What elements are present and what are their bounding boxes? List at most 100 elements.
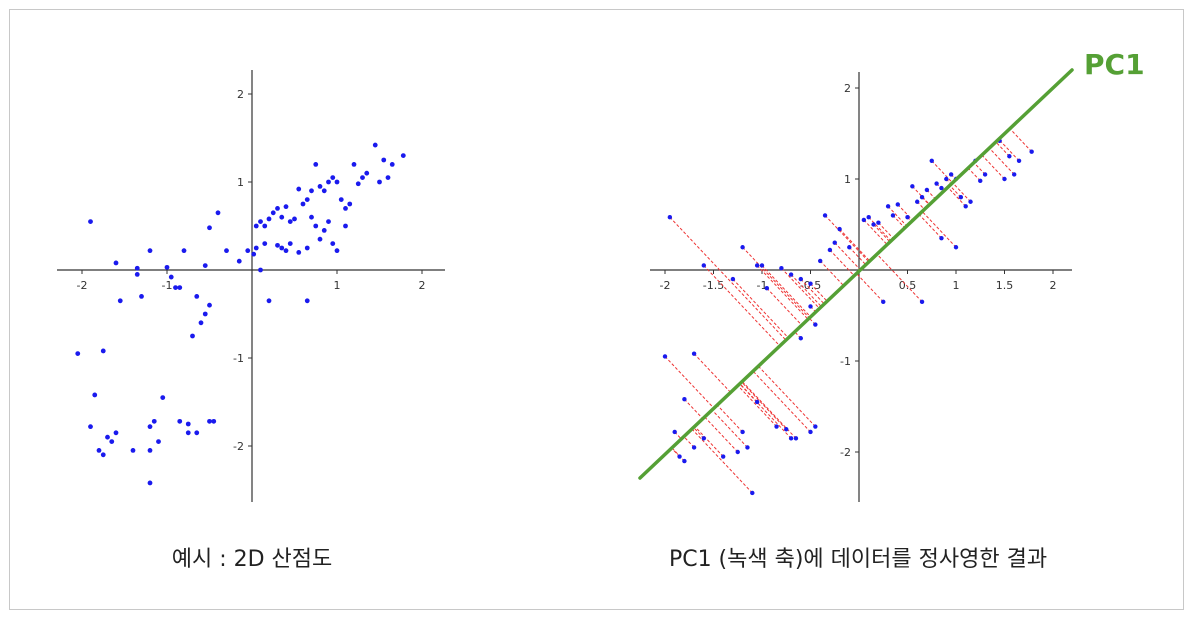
- data-point: [326, 179, 331, 185]
- data-point: [351, 162, 357, 167]
- data-point: [177, 418, 183, 424]
- data-point: [304, 298, 310, 304]
- caption-right: PC1 (녹색 축)에 데이터를 정사영한 결과: [668, 547, 1048, 572]
- data-point: [334, 179, 340, 185]
- data-point: [939, 235, 944, 241]
- projection-line: [711, 408, 748, 448]
- data-point: [377, 179, 382, 185]
- data-point: [190, 333, 195, 339]
- data-point: [330, 175, 336, 181]
- data-point: [881, 299, 886, 305]
- right-x-tick-label: 1: [953, 279, 960, 292]
- projection-line: [732, 278, 789, 338]
- right-x-tick-label: -1.5: [703, 279, 724, 292]
- right-x-tick-label: -2: [660, 279, 671, 292]
- data-point: [779, 265, 784, 271]
- data-point: [194, 430, 200, 436]
- data-point: [313, 162, 319, 167]
- data-point: [798, 276, 803, 282]
- data-point: [253, 223, 259, 229]
- data-point: [105, 434, 110, 440]
- data-point: [88, 219, 93, 225]
- projection-line: [752, 370, 811, 433]
- projection-line: [863, 219, 887, 245]
- left-y-tick-label: 1: [237, 176, 244, 189]
- projection-line: [931, 160, 953, 183]
- data-point: [750, 490, 755, 496]
- projection-line: [876, 253, 923, 303]
- data-point: [813, 424, 818, 429]
- projection-line: [716, 404, 743, 433]
- data-point: [364, 170, 370, 176]
- data-point: [258, 219, 263, 225]
- data-point: [202, 311, 208, 317]
- data-point: [207, 302, 212, 308]
- right-y-tick-label: -1: [840, 355, 851, 368]
- data-point: [202, 263, 208, 268]
- data-point: [309, 188, 314, 194]
- projection-line: [682, 435, 695, 448]
- data-point: [740, 429, 745, 435]
- data-point: [258, 267, 263, 273]
- projection-line: [669, 216, 786, 340]
- projection-line: [790, 274, 822, 307]
- data-point: [147, 248, 153, 254]
- projection-line: [670, 446, 685, 462]
- data-point: [759, 263, 765, 268]
- projection-line: [868, 216, 891, 241]
- data-point: [88, 424, 93, 430]
- data-point: [100, 452, 106, 458]
- data-point: [343, 206, 348, 211]
- projection-line: [887, 205, 907, 226]
- data-point: [283, 248, 289, 254]
- projection-line: [892, 215, 905, 228]
- projection-line: [761, 265, 811, 317]
- data-point: [100, 348, 106, 354]
- data-point: [788, 436, 794, 441]
- data-point: [262, 223, 268, 229]
- data-point: [304, 245, 310, 251]
- data-point: [808, 304, 813, 309]
- data-point: [1007, 154, 1012, 159]
- data-point: [134, 272, 140, 277]
- data-point: [151, 418, 157, 424]
- data-point: [334, 248, 340, 254]
- data-point: [924, 187, 930, 193]
- projection-line: [839, 228, 870, 261]
- data-point: [915, 199, 920, 204]
- data-point: [784, 427, 789, 432]
- data-point: [682, 397, 687, 402]
- data-point: [1012, 172, 1017, 177]
- data-point: [740, 245, 745, 250]
- data-point: [139, 294, 144, 299]
- data-point: [279, 245, 285, 251]
- data-point: [292, 216, 297, 222]
- data-point: [754, 263, 760, 268]
- data-point: [164, 264, 170, 270]
- data-point: [275, 242, 280, 248]
- data-point: [1002, 176, 1007, 182]
- data-point: [919, 299, 925, 305]
- data-point: [156, 439, 161, 444]
- data-point: [978, 178, 983, 184]
- data-point: [347, 201, 353, 207]
- data-point: [929, 158, 934, 163]
- data-point: [793, 436, 799, 441]
- data-point: [207, 225, 212, 231]
- data-point: [948, 172, 954, 177]
- left-y-tick-label: -1: [233, 352, 244, 365]
- pc1-axis-line: [638, 68, 1074, 480]
- data-point: [198, 320, 204, 326]
- pc1-label: PC1: [1084, 48, 1145, 81]
- projection-line: [819, 260, 844, 286]
- data-point: [934, 181, 939, 186]
- data-point: [168, 274, 174, 280]
- data-point: [338, 197, 344, 203]
- data-point: [251, 251, 257, 257]
- data-point: [185, 421, 191, 427]
- projection-line: [740, 381, 787, 430]
- data-point: [266, 298, 272, 304]
- data-point: [808, 429, 813, 435]
- data-point: [866, 215, 871, 220]
